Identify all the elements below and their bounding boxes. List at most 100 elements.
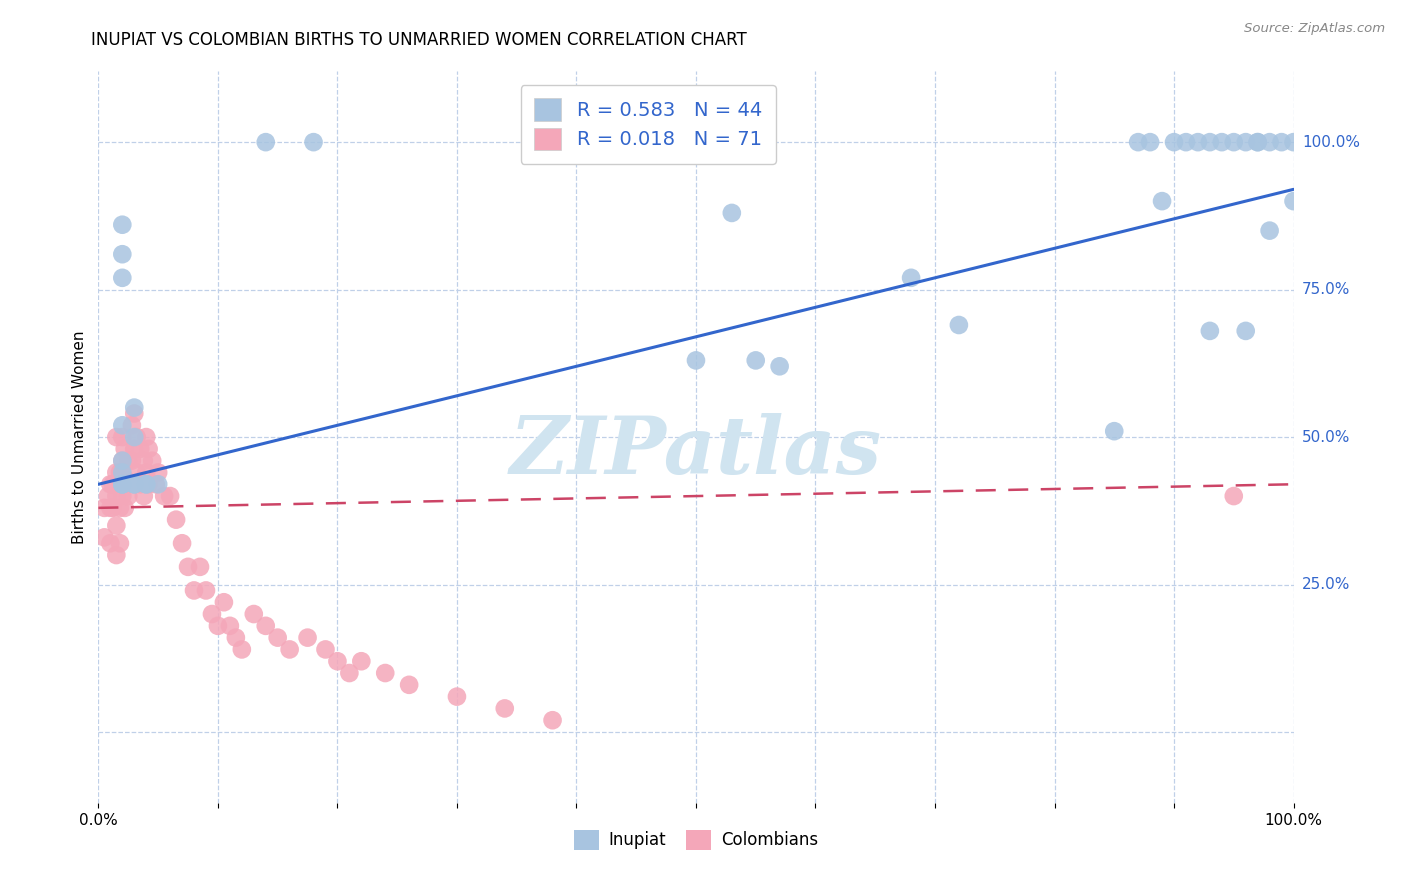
- Point: [1282, 194, 1305, 208]
- Point: [721, 206, 744, 220]
- Point: [948, 318, 970, 332]
- Y-axis label: Births to Unmarried Women: Births to Unmarried Women: [72, 330, 87, 544]
- Point: [114, 442, 136, 456]
- Point: [111, 453, 134, 467]
- Point: [446, 690, 468, 704]
- Point: [93, 500, 115, 515]
- Point: [124, 477, 146, 491]
- Text: Source: ZipAtlas.com: Source: ZipAtlas.com: [1244, 22, 1385, 36]
- Point: [1258, 224, 1281, 238]
- Point: [243, 607, 266, 621]
- Point: [1271, 135, 1294, 149]
- Point: [111, 418, 134, 433]
- Point: [254, 619, 277, 633]
- Point: [231, 642, 253, 657]
- Point: [117, 453, 139, 467]
- Point: [1187, 135, 1209, 149]
- Point: [225, 631, 247, 645]
- Text: 50.0%: 50.0%: [1302, 430, 1350, 444]
- Point: [135, 477, 157, 491]
- Point: [685, 353, 707, 368]
- Point: [1128, 135, 1150, 149]
- Point: [1258, 135, 1281, 149]
- Point: [124, 407, 146, 421]
- Point: [129, 477, 152, 491]
- Text: 100.0%: 100.0%: [1302, 135, 1360, 150]
- Point: [117, 489, 139, 503]
- Point: [148, 477, 170, 491]
- Point: [350, 654, 373, 668]
- Point: [124, 430, 146, 444]
- Point: [132, 453, 155, 467]
- Point: [326, 654, 349, 668]
- Point: [148, 466, 170, 480]
- Point: [254, 135, 277, 149]
- Point: [111, 247, 134, 261]
- Point: [1199, 324, 1222, 338]
- Point: [374, 666, 396, 681]
- Point: [267, 631, 290, 645]
- Point: [105, 466, 128, 480]
- Point: [111, 430, 134, 444]
- Point: [129, 442, 152, 456]
- Point: [135, 466, 157, 480]
- Point: [297, 631, 319, 645]
- Point: [105, 489, 128, 503]
- Point: [111, 489, 134, 503]
- Point: [1234, 135, 1257, 149]
- Point: [177, 559, 200, 574]
- Point: [315, 642, 337, 657]
- Point: [1223, 135, 1246, 149]
- Point: [108, 500, 131, 515]
- Point: [494, 701, 516, 715]
- Point: [114, 500, 136, 515]
- Point: [1211, 135, 1233, 149]
- Point: [1175, 135, 1198, 149]
- Point: [114, 471, 136, 485]
- Point: [111, 477, 134, 491]
- Point: [212, 595, 235, 609]
- Point: [302, 135, 325, 149]
- Point: [541, 713, 564, 727]
- Point: [135, 430, 157, 444]
- Point: [97, 489, 120, 503]
- Point: [183, 583, 205, 598]
- Point: [98, 477, 122, 491]
- Point: [124, 401, 146, 415]
- Point: [111, 477, 134, 491]
- Point: [105, 430, 128, 444]
- Point: [165, 513, 187, 527]
- Point: [93, 530, 115, 544]
- Point: [124, 442, 146, 456]
- Point: [159, 489, 181, 503]
- Point: [1247, 135, 1270, 149]
- Text: INUPIAT VS COLOMBIAN BIRTHS TO UNMARRIED WOMEN CORRELATION CHART: INUPIAT VS COLOMBIAN BIRTHS TO UNMARRIED…: [91, 31, 747, 49]
- Point: [1139, 135, 1161, 149]
- Point: [138, 477, 160, 491]
- Point: [125, 466, 148, 480]
- Point: [1199, 135, 1222, 149]
- Point: [153, 489, 176, 503]
- Point: [1104, 424, 1126, 438]
- Point: [278, 642, 301, 657]
- Point: [108, 536, 131, 550]
- Point: [111, 270, 134, 285]
- Point: [125, 430, 148, 444]
- Point: [1223, 489, 1246, 503]
- Point: [111, 453, 134, 467]
- Point: [219, 619, 242, 633]
- Point: [111, 477, 134, 491]
- Point: [1234, 324, 1257, 338]
- Point: [900, 270, 922, 285]
- Point: [105, 518, 128, 533]
- Point: [138, 442, 160, 456]
- Text: 25.0%: 25.0%: [1302, 577, 1350, 592]
- Point: [108, 466, 131, 480]
- Point: [172, 536, 194, 550]
- Point: [121, 418, 143, 433]
- Text: ZIPatlas: ZIPatlas: [510, 413, 882, 491]
- Point: [1247, 135, 1270, 149]
- Point: [141, 453, 163, 467]
- Point: [188, 559, 211, 574]
- Point: [145, 477, 167, 491]
